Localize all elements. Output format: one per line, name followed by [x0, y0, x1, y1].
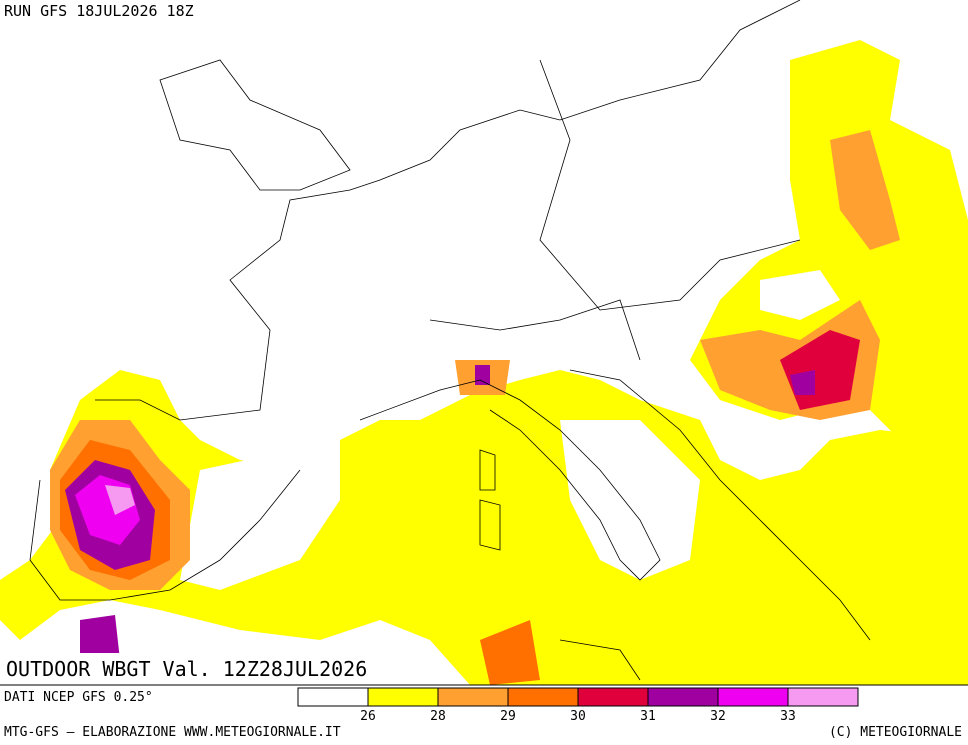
shade-white [560, 420, 700, 580]
shade-pink [105, 485, 135, 515]
legend-label: 29 [500, 709, 516, 724]
source-label: DATI NCEP GFS 0.25° [4, 690, 153, 705]
legend-swatch [507, 687, 579, 707]
legend: 26 28 29 30 31 32 33 [297, 687, 859, 724]
run-label: RUN GFS 18JUL2026 18Z [4, 2, 194, 20]
map-field [0, 40, 968, 685]
shade-purple [80, 615, 120, 665]
legend-swatch [647, 687, 719, 707]
legend-label: 28 [430, 709, 446, 724]
legend-label: 30 [570, 709, 586, 724]
legend-swatch [297, 687, 369, 707]
legend-swatch [717, 687, 789, 707]
copyright-label: (C) METEOGIORNALE [829, 725, 962, 740]
legend-label: 33 [780, 709, 796, 724]
title-box [0, 653, 400, 683]
shade-orange [830, 130, 900, 250]
map-title: OUTDOOR WBGT Val. 12Z28JUL2026 [6, 657, 367, 681]
legend-swatch [787, 687, 859, 707]
shade-dark-orange [480, 620, 540, 685]
legend-label: 31 [640, 709, 656, 724]
shade-purple [790, 370, 815, 395]
shade-yellow [0, 370, 968, 685]
credit-label: MTG-GFS — ELABORAZIONE WWW.METEOGIORNALE… [4, 725, 341, 740]
shade-white [180, 440, 340, 590]
legend-swatch [437, 687, 509, 707]
shade-white [760, 270, 840, 320]
legend-label: 32 [710, 709, 726, 724]
shade-purple [475, 365, 490, 385]
coastlines [29, 0, 871, 681]
legend-swatch [367, 687, 439, 707]
legend-label: 26 [360, 709, 376, 724]
legend-swatch [577, 687, 649, 707]
